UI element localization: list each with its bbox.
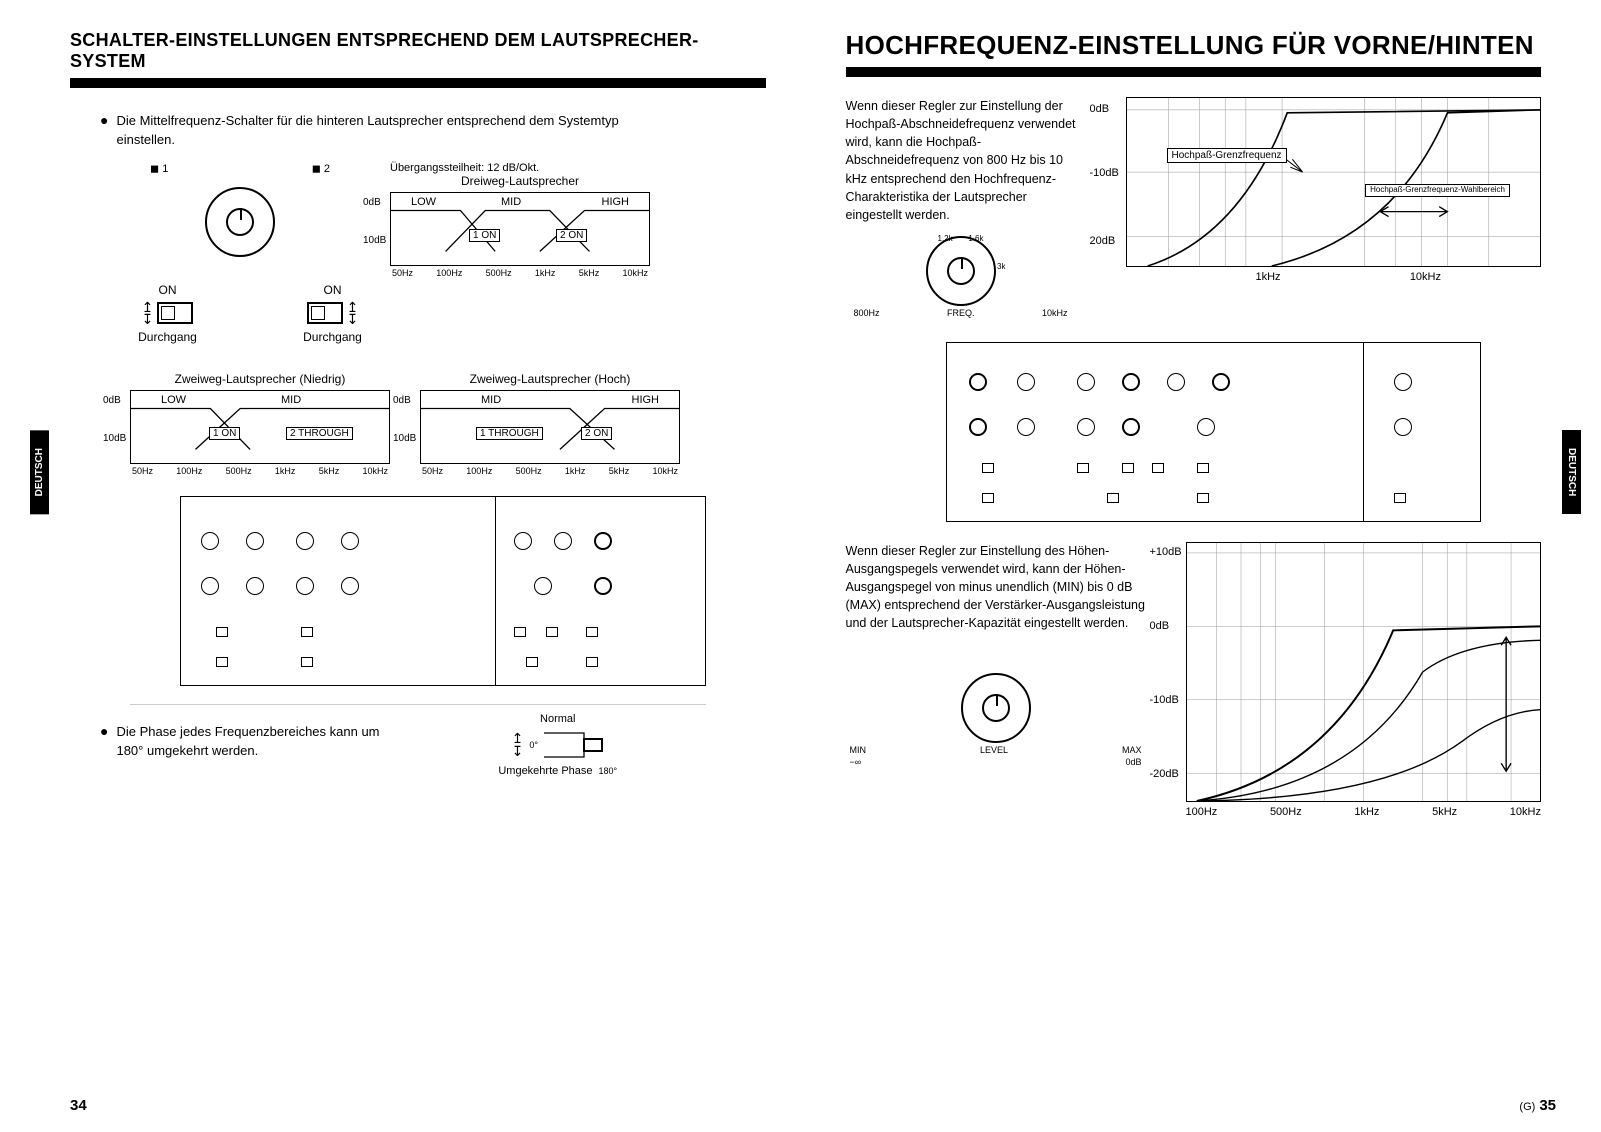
- bullet-phase-text: Die Phase jedes Frequenzbereiches kann u…: [116, 723, 396, 761]
- hpf-annot-1: Hochpaß-Grenzfrequenz: [1167, 148, 1287, 163]
- page-left: DEUTSCH SCHALTER-EINSTELLUNGEN ENTSPRECH…: [0, 0, 806, 1132]
- device-panel-schematic: [180, 496, 706, 686]
- level-response-chart: [1186, 542, 1542, 802]
- page-right: DEUTSCH HOCHFREQUENZ-EINSTELLUNG FÜR VOR…: [806, 0, 1601, 1132]
- title-rule: [70, 78, 766, 88]
- three-way-chart-block: Übergangssteilheit: 12 dB/Okt. Dreiweg-L…: [390, 162, 650, 278]
- level-chart-block: +10dB 0dB -10dB -20dB: [1186, 542, 1542, 818]
- three-way-title: Dreiweg-Lautsprecher: [390, 174, 650, 188]
- freq-axis: 50Hz100Hz 500Hz1kHz 5kHz10kHz: [390, 268, 650, 278]
- freq-dial: 1.2k 1.6k 3k: [926, 236, 996, 306]
- two-way-high-chart: 0dB 10dB MID HIGH 1 THROUGH 2 ON: [420, 390, 680, 464]
- level-dial-block: MIN LEVEL MAX −∞ 0dB: [846, 673, 1146, 767]
- two-way-high-block: Zweiweg-Lautsprecher (Hoch) 0dB 10dB MID…: [420, 372, 680, 476]
- toggle-switch-1: [157, 302, 193, 324]
- bullet-dot-icon: ●: [100, 112, 108, 150]
- level-dial: [961, 673, 1031, 743]
- language-tab-right: DEUTSCH: [1562, 430, 1581, 514]
- slope-note: Übergangssteilheit: 12 dB/Okt.: [390, 162, 650, 174]
- bullet-midfreq: ● Die Mittelfrequenz-Schalter für die hi…: [100, 112, 766, 150]
- switch-2: ON ↥↧ Durchgang: [295, 283, 370, 344]
- two-way-low-chart: 0dB 10dB LOW MID 1 ON 2 THROUGH: [130, 390, 390, 464]
- hpf-chart-block: 0dB -10dB 20dB: [1126, 97, 1542, 283]
- freq-dial-block: 1.2k 1.6k 3k 800Hz FREQ. 10kHz: [846, 236, 1076, 318]
- phase-inverted-label: Umgekehrte Phase: [498, 765, 592, 777]
- hpf-annot-2: Hochpaß-Grenzfrequenz-Wahlbereich: [1365, 184, 1510, 197]
- title-rule: [846, 67, 1542, 77]
- arrow-up-icon: ↥↧: [347, 301, 359, 326]
- level-paragraph: Wenn dieser Regler zur Einstellung des H…: [846, 542, 1146, 633]
- bullet-midfreq-text: Die Mittelfrequenz-Schalter für die hint…: [116, 112, 646, 150]
- freq-dial: [205, 187, 275, 257]
- device-panel-schematic-right: [946, 342, 1482, 522]
- phase-diagram: Normal ↥↧ 0° Umgekehrte Phase 180°: [350, 713, 766, 777]
- right-section-title: HOCHFREQUENZ-EINSTELLUNG FÜR VORNE/HINTE…: [846, 30, 1542, 61]
- level-text-block: Wenn dieser Regler zur Einstellung des H…: [846, 542, 1146, 767]
- language-tab-left: DEUTSCH: [30, 430, 49, 514]
- dial-figure: ◼ 1 ◼ 2 ON ↥↧ Durchgang: [110, 162, 370, 354]
- page-number-right: (G)35: [1519, 1097, 1556, 1114]
- arrow-up-icon: ↥↧: [142, 301, 154, 326]
- hpf-response-chart: Hochpaß-Grenzfrequenz Hochpaß-Grenzfrequ…: [1126, 97, 1542, 267]
- arrow-icon: ↥↧: [512, 732, 524, 757]
- toggle-switch-2: [307, 302, 343, 324]
- left-section-title: SCHALTER-EINSTELLUNGEN ENTSPRECHEND DEM …: [70, 30, 766, 72]
- hpf-paragraph: Wenn dieser Regler zur Einstellung der H…: [846, 97, 1076, 224]
- marker-1: ◼ 1: [150, 162, 168, 175]
- marker-2: ◼ 2: [312, 162, 330, 175]
- page-number-left: 34: [70, 1097, 87, 1114]
- three-way-chart: 0dB 10dB LOW MID HIGH 1 ON 2 ON: [390, 192, 650, 266]
- hpf-text-block: Wenn dieser Regler zur Einstellung der H…: [846, 97, 1076, 318]
- bullet-dot-icon: ●: [100, 723, 108, 761]
- two-way-low-block: Zweiweg-Lautsprecher (Niedrig) 0dB 10dB …: [130, 372, 390, 476]
- phase-normal-label: Normal: [350, 713, 766, 725]
- switch-1: ON ↥↧ Durchgang: [130, 283, 205, 344]
